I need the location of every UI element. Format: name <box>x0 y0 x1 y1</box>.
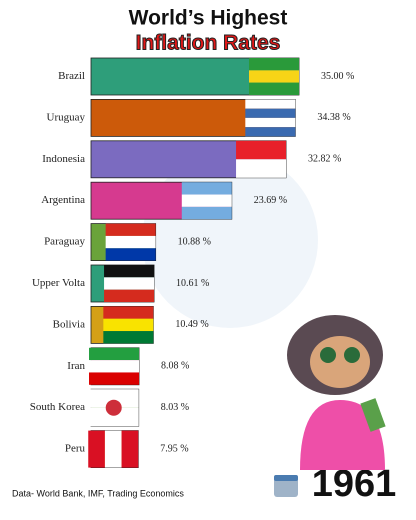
flag <box>236 159 287 178</box>
chart-subtitle: Inflation Rates <box>136 32 281 55</box>
flag <box>105 223 156 236</box>
value-label: 35.00 % <box>321 71 354 82</box>
y-tick-label: Upper Volta <box>32 277 85 289</box>
flag <box>104 277 155 290</box>
flag <box>245 108 296 118</box>
value-label: 34.38 % <box>317 112 350 123</box>
flag <box>181 206 232 220</box>
flag <box>89 347 140 361</box>
flag <box>245 127 296 137</box>
flag <box>104 265 155 278</box>
mascot <box>287 315 386 470</box>
flag <box>181 182 232 195</box>
value-label: 8.08 % <box>161 361 189 372</box>
y-tick-label: South Korea <box>30 401 85 413</box>
y-tick-label: Paraguay <box>44 236 85 248</box>
value-label: 10.61 % <box>176 278 209 289</box>
flag <box>105 248 156 261</box>
flag <box>249 82 299 95</box>
y-tick-label: Indonesia <box>42 153 85 165</box>
flag <box>245 99 296 109</box>
value-label: 7.95 % <box>160 443 188 454</box>
calendar-icon-top <box>274 475 298 481</box>
flag <box>105 235 156 249</box>
flag <box>236 140 287 160</box>
flag <box>88 389 139 408</box>
value-label: 8.03 % <box>161 402 189 413</box>
chart-title: World’s Highest <box>129 7 288 30</box>
value-label: 10.49 % <box>175 319 208 330</box>
y-tick-label: Iran <box>67 360 85 372</box>
source: Data- World Bank, IMF, Trading Economics <box>12 488 184 498</box>
value-label: 23.69 % <box>254 195 287 206</box>
flag <box>181 194 232 207</box>
flag <box>89 372 140 385</box>
y-tick-label: Bolivia <box>53 318 86 330</box>
year-label: 1961 <box>312 463 397 505</box>
flag <box>89 360 140 373</box>
y-tick-label: Uruguay <box>47 111 86 123</box>
flag <box>103 318 154 332</box>
value-label: 32.82 % <box>308 154 341 165</box>
flag <box>249 70 299 83</box>
value-label: 10.88 % <box>178 236 211 247</box>
flag <box>88 430 105 468</box>
y-tick-label: Brazil <box>58 70 85 82</box>
flag <box>245 117 296 128</box>
y-tick-label: Peru <box>65 443 86 455</box>
flag <box>249 58 299 71</box>
globe-watermark <box>142 152 318 328</box>
flag <box>121 430 139 468</box>
flag <box>88 407 139 427</box>
y-tick-label: Argentina <box>41 194 85 206</box>
flag <box>104 430 122 468</box>
flag <box>105 399 122 416</box>
flag <box>103 331 154 344</box>
flag <box>103 306 154 319</box>
flag <box>104 289 155 302</box>
